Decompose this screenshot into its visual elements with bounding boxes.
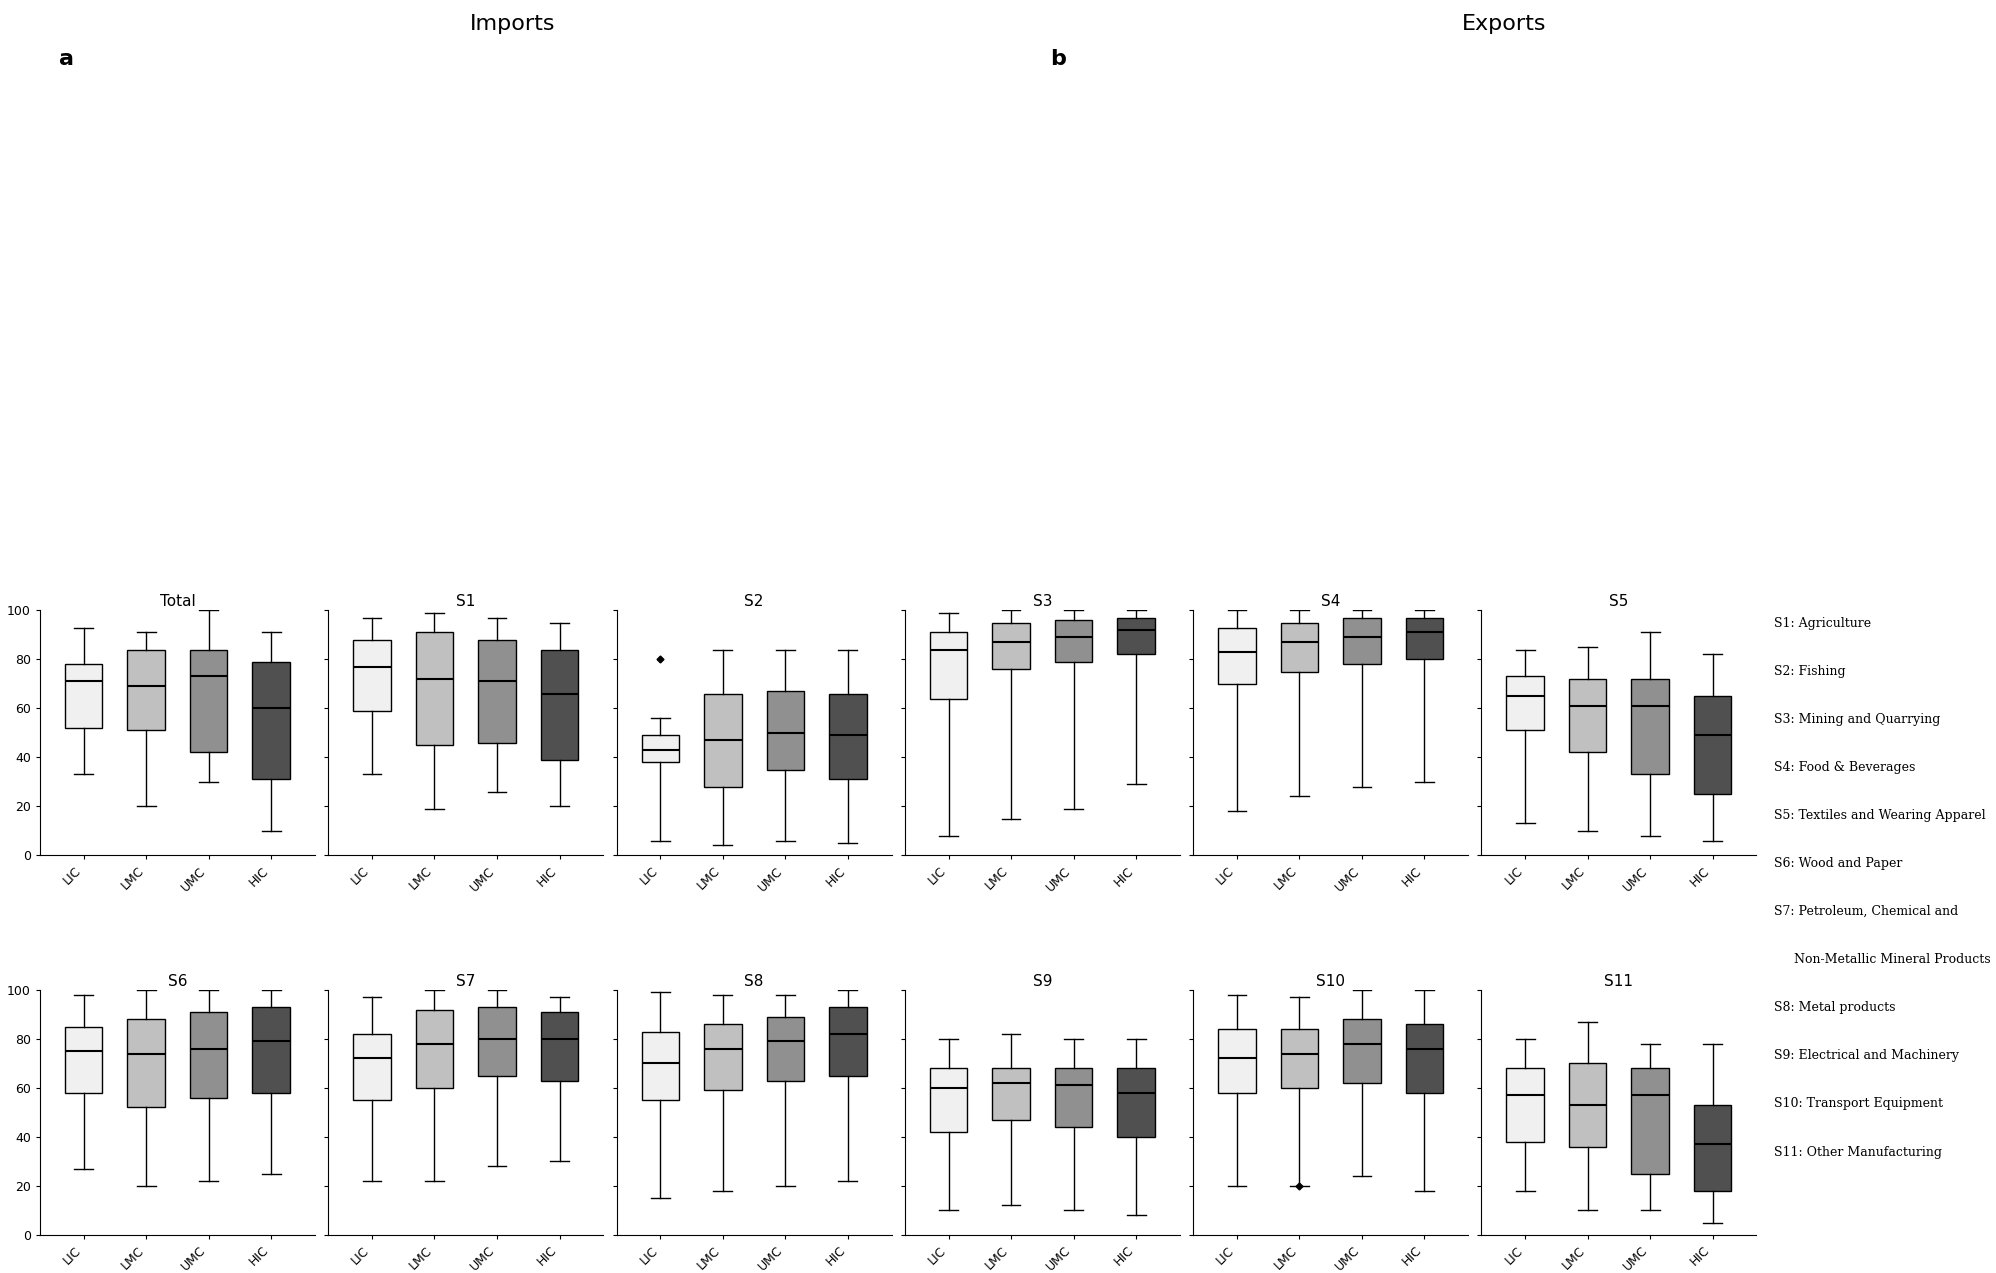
PathPatch shape <box>930 633 968 699</box>
Title: S2: S2 <box>745 594 764 610</box>
Text: S5: Textiles and Wearing Apparel: S5: Textiles and Wearing Apparel <box>1774 808 1986 822</box>
PathPatch shape <box>1054 1068 1092 1127</box>
PathPatch shape <box>705 1025 743 1091</box>
PathPatch shape <box>1631 679 1669 774</box>
PathPatch shape <box>828 1007 866 1076</box>
PathPatch shape <box>766 1017 804 1081</box>
PathPatch shape <box>1695 696 1731 794</box>
Text: a: a <box>58 50 74 69</box>
Title: S10: S10 <box>1315 974 1345 989</box>
Title: S5: S5 <box>1609 594 1629 610</box>
Title: Imports: Imports <box>469 14 555 34</box>
Title: S7: S7 <box>455 974 475 989</box>
PathPatch shape <box>992 1068 1030 1120</box>
Text: b: b <box>1050 50 1066 69</box>
Title: S1: S1 <box>455 594 475 610</box>
Text: S3: Mining and Quarrying: S3: Mining and Quarrying <box>1774 713 1940 726</box>
Text: S11: Other Manufacturing: S11: Other Manufacturing <box>1774 1146 1942 1158</box>
Title: S6: S6 <box>168 974 188 989</box>
PathPatch shape <box>641 1031 679 1100</box>
Title: Total: Total <box>160 594 196 610</box>
PathPatch shape <box>1218 1029 1255 1092</box>
Title: S8: S8 <box>745 974 764 989</box>
PathPatch shape <box>128 649 166 731</box>
Text: S2: Fishing: S2: Fishing <box>1774 665 1846 677</box>
PathPatch shape <box>1569 679 1607 752</box>
PathPatch shape <box>1118 1068 1156 1137</box>
PathPatch shape <box>353 640 391 710</box>
PathPatch shape <box>1569 1063 1607 1147</box>
PathPatch shape <box>415 633 453 745</box>
Text: S7: Petroleum, Chemical and: S7: Petroleum, Chemical and <box>1774 905 1958 918</box>
PathPatch shape <box>190 1012 228 1097</box>
PathPatch shape <box>766 691 804 770</box>
PathPatch shape <box>190 649 228 752</box>
PathPatch shape <box>828 694 866 779</box>
PathPatch shape <box>353 1034 391 1100</box>
PathPatch shape <box>1507 676 1545 731</box>
PathPatch shape <box>1405 617 1443 659</box>
PathPatch shape <box>251 662 289 779</box>
PathPatch shape <box>66 1026 102 1092</box>
Title: S9: S9 <box>1032 974 1052 989</box>
Text: S10: Transport Equipment: S10: Transport Equipment <box>1774 1097 1942 1110</box>
PathPatch shape <box>128 1020 166 1108</box>
Text: S4: Food & Beverages: S4: Food & Beverages <box>1774 761 1916 774</box>
PathPatch shape <box>641 736 679 763</box>
PathPatch shape <box>1405 1025 1443 1092</box>
Title: S3: S3 <box>1032 594 1052 610</box>
PathPatch shape <box>415 1009 453 1088</box>
Text: S6: Wood and Paper: S6: Wood and Paper <box>1774 857 1902 869</box>
PathPatch shape <box>1281 1029 1317 1088</box>
PathPatch shape <box>1218 628 1255 684</box>
PathPatch shape <box>1695 1105 1731 1190</box>
Title: S11: S11 <box>1605 974 1633 989</box>
PathPatch shape <box>541 649 579 760</box>
Text: Non-Metallic Mineral Products: Non-Metallic Mineral Products <box>1774 953 1990 966</box>
Title: Exports: Exports <box>1461 14 1547 34</box>
PathPatch shape <box>992 622 1030 670</box>
PathPatch shape <box>705 694 743 787</box>
PathPatch shape <box>1507 1068 1545 1142</box>
PathPatch shape <box>930 1068 968 1132</box>
PathPatch shape <box>541 1012 579 1081</box>
PathPatch shape <box>1281 622 1317 672</box>
PathPatch shape <box>1118 617 1156 654</box>
PathPatch shape <box>1343 617 1381 665</box>
Text: S1: Agriculture: S1: Agriculture <box>1774 616 1870 630</box>
PathPatch shape <box>1054 620 1092 662</box>
Text: S9: Electrical and Machinery: S9: Electrical and Machinery <box>1774 1049 1958 1063</box>
PathPatch shape <box>1343 1020 1381 1083</box>
PathPatch shape <box>479 640 515 742</box>
PathPatch shape <box>1631 1068 1669 1174</box>
Text: S8: Metal products: S8: Metal products <box>1774 1002 1896 1015</box>
PathPatch shape <box>66 665 102 728</box>
PathPatch shape <box>251 1007 289 1092</box>
Title: S4: S4 <box>1321 594 1341 610</box>
PathPatch shape <box>479 1007 515 1076</box>
